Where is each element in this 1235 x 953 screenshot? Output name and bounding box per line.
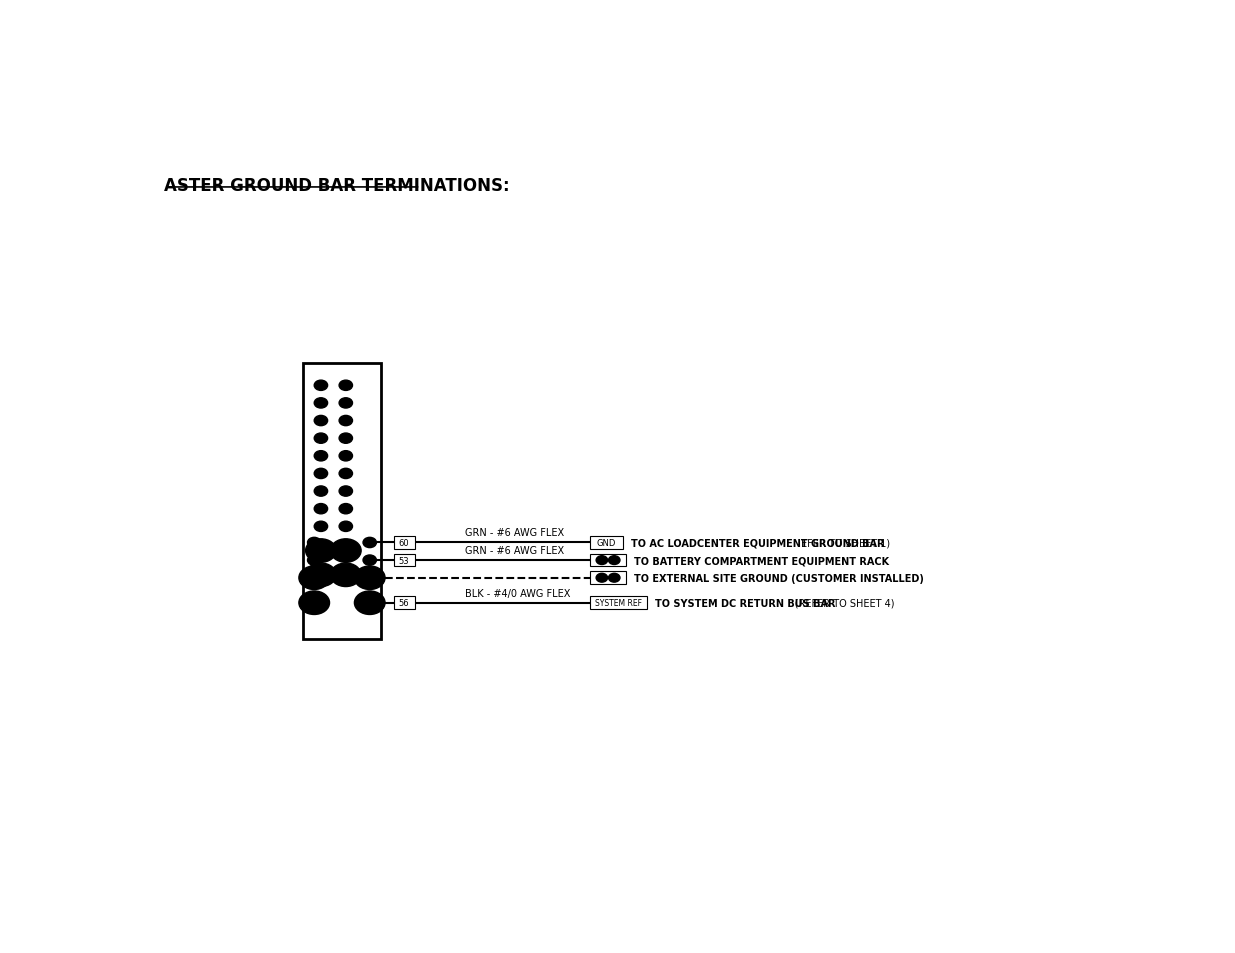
Circle shape bbox=[314, 381, 327, 391]
Text: TO EXTERNAL SITE GROUND (CUSTOMER INSTALLED): TO EXTERNAL SITE GROUND (CUSTOMER INSTAL… bbox=[634, 573, 924, 583]
Circle shape bbox=[305, 539, 336, 562]
Circle shape bbox=[609, 557, 620, 565]
Circle shape bbox=[363, 537, 377, 548]
Circle shape bbox=[305, 563, 336, 587]
Text: 53: 53 bbox=[399, 556, 410, 565]
Circle shape bbox=[299, 591, 330, 615]
Circle shape bbox=[331, 563, 361, 587]
Text: GRN - #6 AWG FLEX: GRN - #6 AWG FLEX bbox=[466, 545, 564, 556]
Circle shape bbox=[314, 521, 327, 532]
Bar bbox=[303, 364, 382, 639]
Text: (REFER TO SHEET 4): (REFER TO SHEET 4) bbox=[779, 598, 894, 608]
Circle shape bbox=[314, 469, 327, 479]
Circle shape bbox=[340, 434, 352, 444]
Circle shape bbox=[314, 504, 327, 515]
Text: BLK - #4/0 AWG FLEX: BLK - #4/0 AWG FLEX bbox=[466, 588, 571, 598]
Bar bbox=[394, 537, 415, 549]
Text: SYSTEM REF: SYSTEM REF bbox=[595, 598, 642, 608]
Circle shape bbox=[363, 556, 377, 566]
Circle shape bbox=[331, 539, 361, 562]
Text: ASTER GROUND BAR TERMINATIONS:: ASTER GROUND BAR TERMINATIONS: bbox=[164, 176, 510, 194]
Text: EFER TO SHEET 1): EFER TO SHEET 1) bbox=[802, 537, 890, 548]
Circle shape bbox=[354, 591, 385, 615]
Circle shape bbox=[340, 416, 352, 426]
Bar bbox=[590, 572, 626, 584]
Circle shape bbox=[314, 416, 327, 426]
Text: GND: GND bbox=[597, 538, 616, 547]
Text: TO SYSTEM DC RETURN BUS BAR: TO SYSTEM DC RETURN BUS BAR bbox=[655, 598, 835, 608]
Circle shape bbox=[609, 574, 620, 582]
Text: TO BATTERY COMPARTMENT EQUIPMENT RACK: TO BATTERY COMPARTMENT EQUIPMENT RACK bbox=[634, 556, 889, 565]
Circle shape bbox=[340, 398, 352, 409]
Circle shape bbox=[597, 557, 608, 565]
Circle shape bbox=[340, 521, 352, 532]
Text: GRN - #6 AWG FLEX: GRN - #6 AWG FLEX bbox=[466, 528, 564, 537]
Circle shape bbox=[340, 469, 352, 479]
Circle shape bbox=[308, 537, 321, 548]
Bar bbox=[590, 597, 647, 609]
Text: 56: 56 bbox=[399, 598, 410, 608]
Bar bbox=[394, 597, 415, 609]
Circle shape bbox=[597, 574, 608, 582]
Bar bbox=[590, 537, 624, 549]
Circle shape bbox=[314, 434, 327, 444]
Circle shape bbox=[314, 486, 327, 497]
Circle shape bbox=[314, 398, 327, 409]
Bar bbox=[394, 555, 415, 567]
Circle shape bbox=[340, 486, 352, 497]
Text: TO AC LOADCENTER EQUIPMENT GROUND BAR: TO AC LOADCENTER EQUIPMENT GROUND BAR bbox=[631, 537, 884, 548]
Circle shape bbox=[340, 451, 352, 461]
Text: 60: 60 bbox=[399, 538, 410, 547]
Circle shape bbox=[340, 381, 352, 391]
Circle shape bbox=[314, 451, 327, 461]
Circle shape bbox=[299, 566, 330, 590]
Circle shape bbox=[354, 566, 385, 590]
Bar bbox=[590, 555, 626, 567]
Circle shape bbox=[308, 556, 321, 566]
Circle shape bbox=[340, 504, 352, 515]
